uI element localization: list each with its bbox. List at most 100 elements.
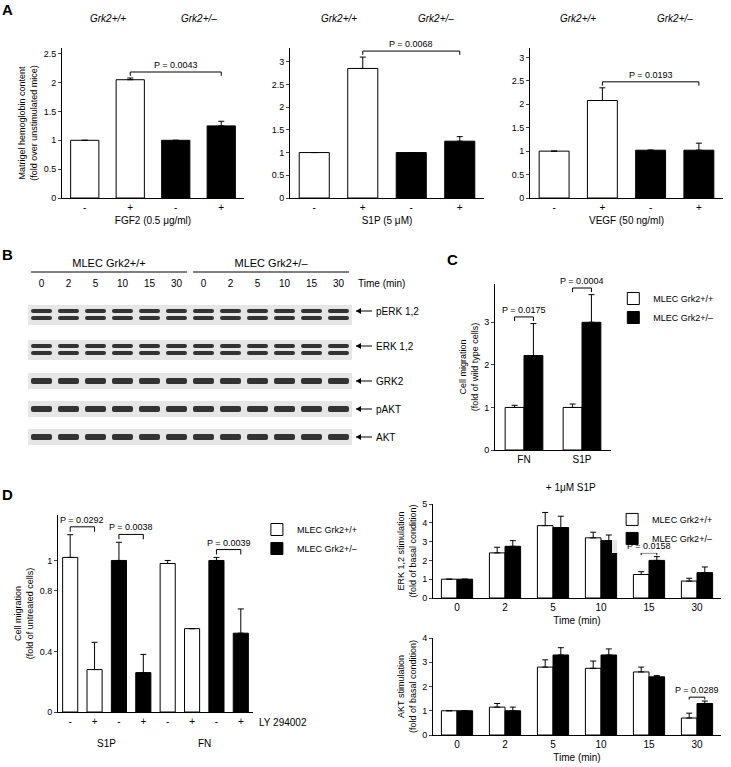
svg-text:1: 1 xyxy=(422,706,427,716)
svg-text:P = 0.0004: P = 0.0004 xyxy=(560,276,604,286)
svg-text:MLEC Grk2+/+: MLEC Grk2+/+ xyxy=(652,515,712,525)
svg-text:-: - xyxy=(552,202,555,213)
svg-text:0: 0 xyxy=(279,193,284,203)
svg-text:Time (min): Time (min) xyxy=(553,615,600,626)
svg-text:Cell migration(fold of wild ty: Cell migration(fold of wild type cells) xyxy=(458,323,480,412)
svg-text:0: 0 xyxy=(454,739,460,750)
svg-text:Grk2+/+: Grk2+/+ xyxy=(560,13,596,24)
svg-text:0: 0 xyxy=(422,593,427,603)
svg-text:+: + xyxy=(189,716,195,727)
svg-text:30: 30 xyxy=(691,602,703,613)
svg-text:5: 5 xyxy=(255,278,261,289)
svg-text:S1P (5 μM): S1P (5 μM) xyxy=(362,215,413,226)
svg-text:-: - xyxy=(649,202,652,213)
svg-text:15: 15 xyxy=(306,278,318,289)
svg-text:0: 0 xyxy=(51,193,56,203)
svg-text:4: 4 xyxy=(422,633,427,643)
svg-text:Matrigel hemoglobin content(fo: Matrigel hemoglobin content(fold over un… xyxy=(17,65,39,181)
svg-text:P = 0.0193: P = 0.0193 xyxy=(629,70,673,80)
svg-text:P = 0.0175: P = 0.0175 xyxy=(502,305,546,315)
svg-text:pERK 1,2: pERK 1,2 xyxy=(376,306,419,317)
svg-text:+: + xyxy=(218,202,224,213)
svg-text:0.8: 0.8 xyxy=(40,586,53,596)
svg-text:2: 2 xyxy=(502,602,508,613)
svg-text:MLEC Grk2+/–: MLEC Grk2+/– xyxy=(653,313,713,323)
svg-text:10: 10 xyxy=(279,278,291,289)
svg-text:VEGF (50 ng/ml): VEGF (50 ng/ml) xyxy=(589,215,664,226)
svg-text:2: 2 xyxy=(66,278,72,289)
svg-text:4: 4 xyxy=(422,518,427,528)
svg-text:MLEC Grk2+/+: MLEC Grk2+/+ xyxy=(653,294,713,304)
svg-text:+: + xyxy=(140,716,146,727)
svg-text:3: 3 xyxy=(279,57,284,67)
svg-text:+ 1μM S1P: + 1μM S1P xyxy=(546,482,596,493)
svg-text:0: 0 xyxy=(454,602,460,613)
svg-text:+: + xyxy=(457,202,463,213)
svg-text:0: 0 xyxy=(47,707,52,717)
svg-text:2.5: 2.5 xyxy=(44,49,57,59)
svg-text:2: 2 xyxy=(422,556,427,566)
svg-text:-: - xyxy=(410,202,413,213)
svg-text:Cell migration(fold of untreat: Cell migration(fold of untreated cells) xyxy=(13,568,35,660)
svg-text:P = 0.0068: P = 0.0068 xyxy=(389,39,433,49)
svg-text:GRK2: GRK2 xyxy=(376,376,404,387)
svg-text:1: 1 xyxy=(519,146,524,156)
svg-text:FGF2 (0.5 μg/ml): FGF2 (0.5 μg/ml) xyxy=(115,215,191,226)
svg-text:-: - xyxy=(174,202,177,213)
svg-text:S1P: S1P xyxy=(97,738,116,749)
svg-text:1: 1 xyxy=(422,574,427,584)
svg-text:15: 15 xyxy=(144,278,156,289)
svg-text:2.5: 2.5 xyxy=(272,80,285,90)
svg-text:-: - xyxy=(69,716,72,727)
svg-text:LY 294002: LY 294002 xyxy=(259,717,307,728)
svg-text:5: 5 xyxy=(550,739,556,750)
svg-text:10: 10 xyxy=(595,739,607,750)
svg-text:ERK 1,2 stimulation(fold of ba: ERK 1,2 stimulation(fold of basal condit… xyxy=(396,504,418,597)
svg-text:P = 0.0289: P = 0.0289 xyxy=(675,685,719,695)
svg-text:Grk2+/–: Grk2+/– xyxy=(418,13,454,24)
svg-text:0: 0 xyxy=(484,445,489,455)
svg-text:pAKT: pAKT xyxy=(376,404,401,415)
svg-text:+: + xyxy=(127,202,133,213)
svg-text:2: 2 xyxy=(228,278,234,289)
svg-text:1: 1 xyxy=(51,135,56,145)
svg-text:30: 30 xyxy=(333,278,345,289)
svg-text:0.5: 0.5 xyxy=(44,164,57,174)
svg-text:P = 0.0292: P = 0.0292 xyxy=(60,515,104,525)
svg-text:0.4: 0.4 xyxy=(40,647,53,657)
svg-text:1: 1 xyxy=(484,403,489,413)
svg-text:+: + xyxy=(238,716,244,727)
svg-text:Grk2+/–: Grk2+/– xyxy=(657,13,693,24)
svg-text:Grk2+/–: Grk2+/– xyxy=(181,13,217,24)
svg-text:30: 30 xyxy=(691,739,703,750)
svg-text:0: 0 xyxy=(39,278,45,289)
svg-text:FN: FN xyxy=(517,454,530,465)
svg-text:3: 3 xyxy=(422,657,427,667)
svg-text:2: 2 xyxy=(422,682,427,692)
svg-text:+: + xyxy=(360,202,366,213)
svg-text:MLEC Grk2+/–: MLEC Grk2+/– xyxy=(652,534,712,544)
svg-text:15: 15 xyxy=(643,602,655,613)
svg-text:5: 5 xyxy=(422,499,427,509)
svg-text:AKT: AKT xyxy=(376,432,395,443)
svg-text:-: - xyxy=(313,202,316,213)
svg-text:-: - xyxy=(166,716,169,727)
svg-text:Time (min): Time (min) xyxy=(358,278,405,289)
svg-text:-: - xyxy=(215,716,218,727)
svg-text:AKT stimulation(fold of basal: AKT stimulation(fold of basal condition) xyxy=(396,640,418,733)
svg-text:10: 10 xyxy=(117,278,129,289)
svg-text:1.5: 1.5 xyxy=(512,123,525,133)
svg-text:+: + xyxy=(696,202,702,213)
svg-text:0.5: 0.5 xyxy=(272,170,285,180)
svg-text:0: 0 xyxy=(422,730,427,740)
svg-text:15: 15 xyxy=(643,739,655,750)
svg-text:0.5: 0.5 xyxy=(512,170,525,180)
svg-text:ERK 1,2: ERK 1,2 xyxy=(376,341,414,352)
svg-text:P = 0.0043: P = 0.0043 xyxy=(154,60,198,70)
svg-text:2: 2 xyxy=(502,739,508,750)
svg-text:-: - xyxy=(117,716,120,727)
svg-text:1: 1 xyxy=(279,148,284,158)
svg-text:2: 2 xyxy=(519,99,524,109)
svg-text:Time (min): Time (min) xyxy=(553,752,600,763)
svg-text:0: 0 xyxy=(201,278,207,289)
